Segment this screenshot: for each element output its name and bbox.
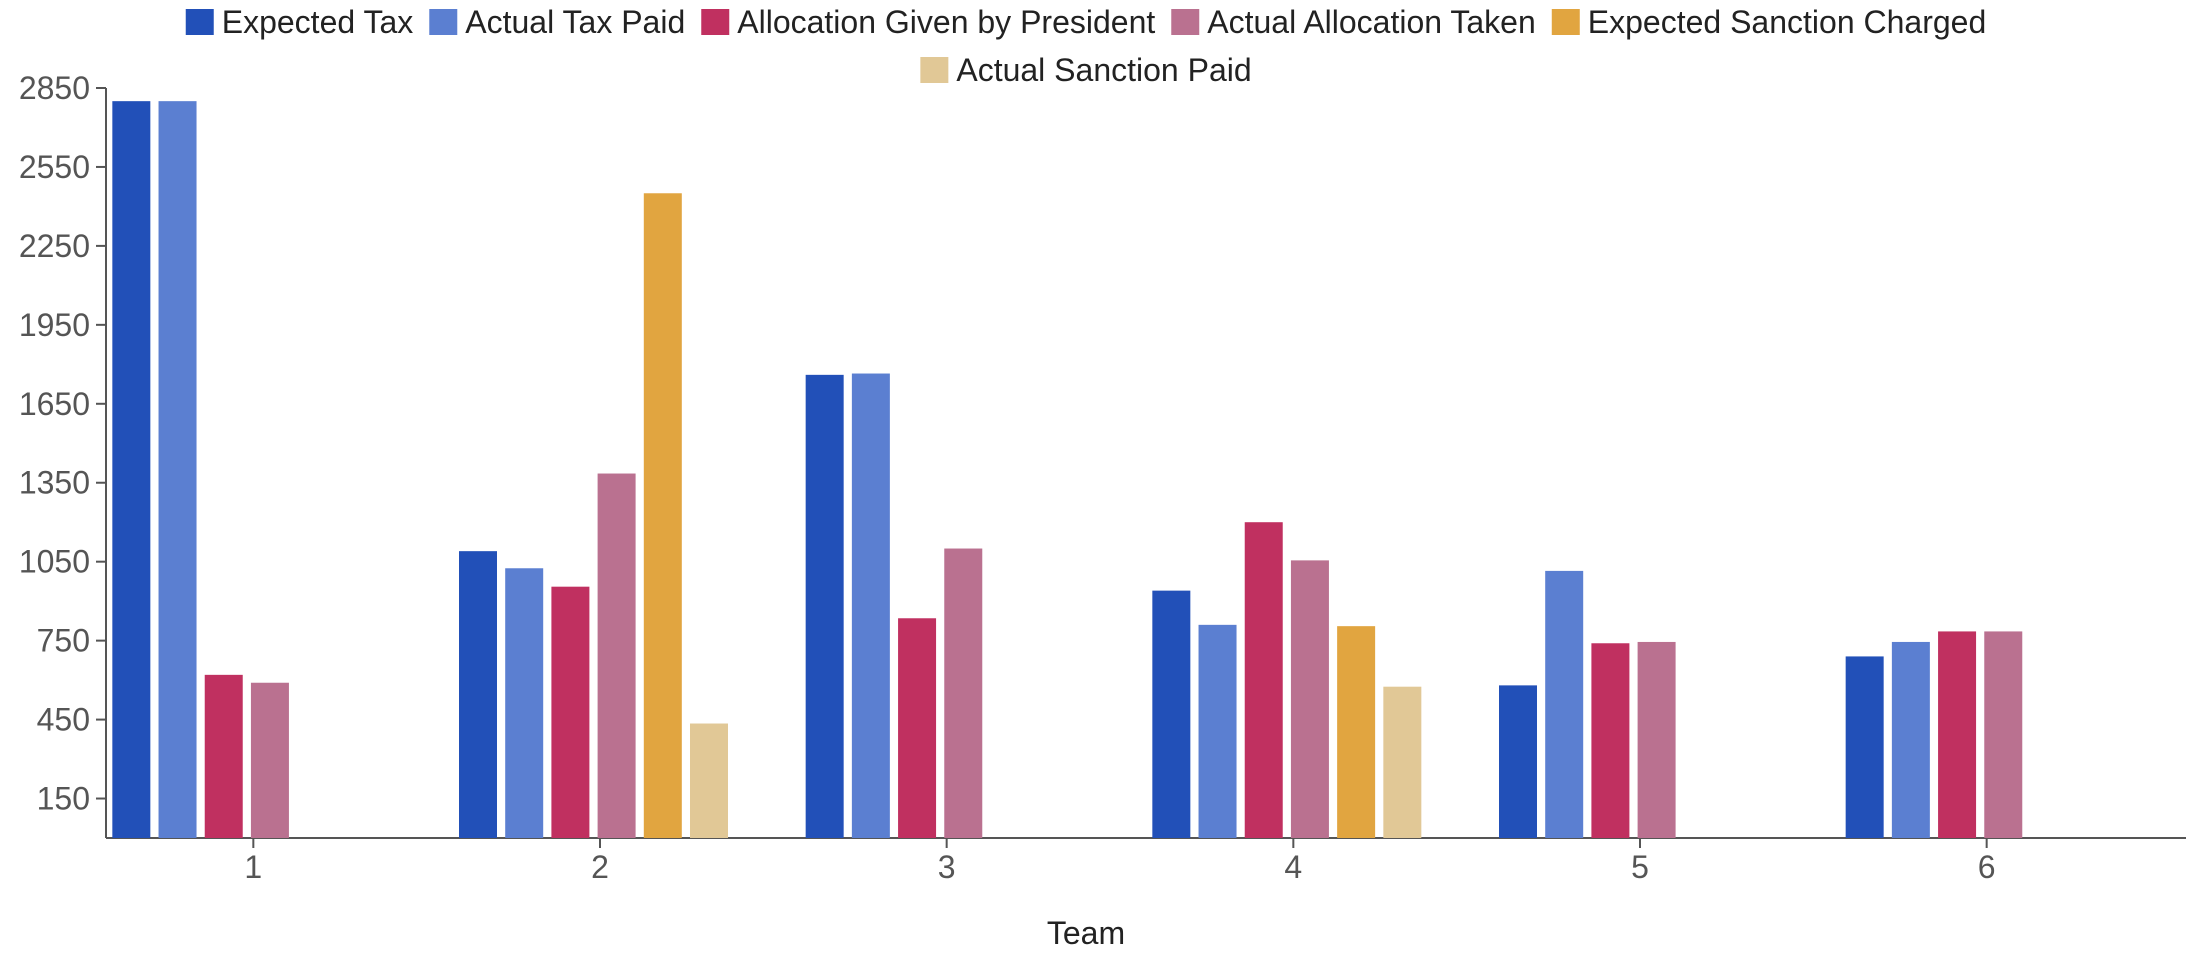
y-tick-label: 150 — [37, 781, 90, 817]
bar — [643, 193, 682, 838]
y-axis: 150 450 750 1050 1350 1650 1950 2250 2550 2850 — [19, 70, 107, 838]
bar — [459, 551, 497, 838]
y-tick-label: 1350 — [19, 465, 90, 501]
x-tick-label: 1 — [244, 849, 262, 885]
bar — [1637, 641, 1676, 838]
bar — [1545, 570, 1584, 838]
x-tick-label: 5 — [1631, 849, 1649, 885]
bar — [250, 682, 289, 838]
y-tick-label: 1950 — [19, 307, 90, 343]
legend-swatch — [185, 9, 214, 35]
y-tick-label: 1050 — [19, 544, 90, 580]
bar — [1152, 590, 1191, 838]
bar — [1244, 522, 1283, 838]
legend-label: Actual Sanction Paid — [956, 52, 1251, 88]
y-tick-label: 1650 — [19, 386, 90, 422]
y-tick-label: 750 — [37, 623, 90, 659]
x-axis-title: Team — [1047, 915, 1125, 951]
bar — [1845, 656, 1884, 838]
x-tick-label: 2 — [591, 849, 609, 885]
bar — [204, 674, 243, 838]
bar — [158, 101, 197, 838]
bar — [805, 374, 844, 838]
bar — [898, 618, 937, 838]
x-tick-label: 6 — [1978, 849, 1996, 885]
bar — [1337, 626, 1376, 838]
bar — [505, 568, 544, 838]
y-tick-label: 2250 — [19, 228, 90, 264]
bar — [1383, 686, 1422, 838]
x-axis: 1 2 3 4 5 6 — [106, 837, 2186, 885]
legend-label: Expected Sanction Charged — [1588, 4, 1986, 40]
legend-swatch — [920, 57, 949, 83]
legend-swatch — [429, 9, 458, 35]
legend-label: Allocation Given by President — [737, 4, 1155, 40]
legend-swatch — [1171, 9, 1200, 35]
bar — [690, 723, 728, 838]
bar — [944, 548, 983, 838]
bar — [1938, 631, 1977, 838]
y-tick-label: 2850 — [19, 70, 90, 106]
bar — [1499, 685, 1537, 838]
bars — [112, 101, 2023, 838]
bar — [551, 586, 590, 838]
bar — [1891, 641, 1930, 838]
bar — [597, 473, 636, 838]
y-tick-label: 450 — [37, 702, 90, 738]
x-tick-label: 4 — [1284, 849, 1302, 885]
y-tick-label: 2550 — [19, 149, 90, 185]
bar — [851, 373, 890, 838]
legend-label: Actual Tax Paid — [465, 4, 685, 40]
bar — [112, 101, 151, 838]
legend-label: Actual Allocation Taken — [1207, 4, 1536, 40]
bar — [1290, 560, 1329, 838]
bar — [1591, 643, 1630, 838]
x-tick-label: 3 — [938, 849, 956, 885]
bar — [1984, 631, 2023, 838]
bar — [1198, 624, 1237, 838]
legend-label: Expected Tax — [222, 4, 414, 40]
legend: Expected Tax Actual Tax Paid Allocation Gi… — [185, 4, 1986, 88]
legend-swatch — [1551, 9, 1580, 35]
legend-swatch — [701, 9, 730, 35]
